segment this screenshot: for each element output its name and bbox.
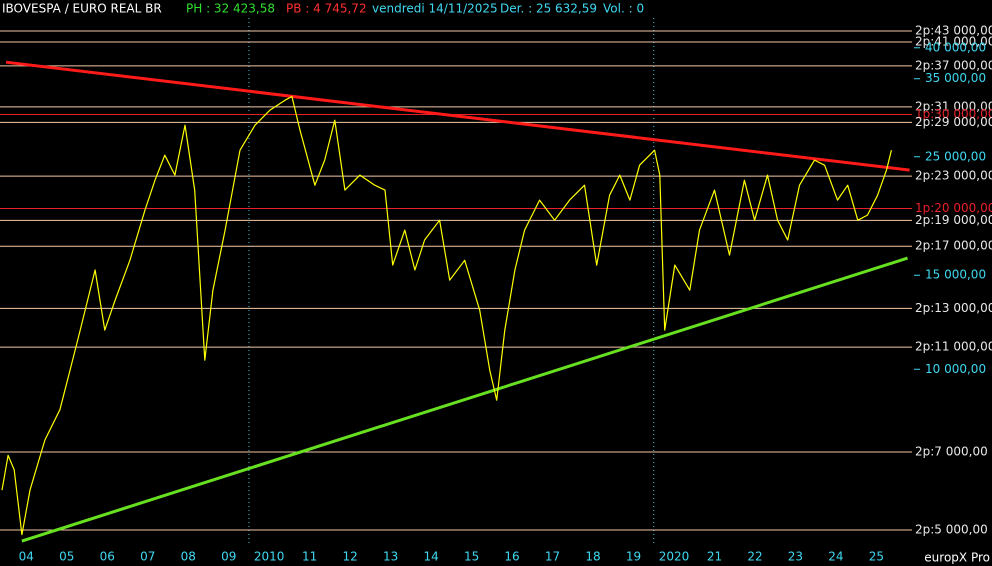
low-value: PB : 4 745,72 <box>286 2 367 16</box>
x-tick-label: 13 <box>383 550 398 564</box>
level-label: 2p:37 000,00 <box>915 58 992 72</box>
trendline <box>5 60 910 172</box>
level-label: 2p:41 000,00 <box>915 35 992 49</box>
high-value: PH : 32 423,58 <box>186 2 275 16</box>
level-label: 1p:20 000,00 <box>915 201 992 215</box>
y-tick-label: 40 000,00 <box>925 40 986 54</box>
x-tick-label: 16 <box>504 550 519 564</box>
chart-title: IBOVESPA / EURO REAL BR <box>2 2 162 16</box>
level-label: 2p:17 000,00 <box>915 239 992 253</box>
x-tick-label: 23 <box>788 550 803 564</box>
x-tick-label: 05 <box>59 550 74 564</box>
level-label: 2p:43 000,00 <box>915 24 992 38</box>
y-tick-label: 35 000,00 <box>925 71 986 85</box>
level-label: 1p:30 000,00 <box>915 107 992 121</box>
x-tick-label: 08 <box>181 550 196 564</box>
level-label: 2p:13 000,00 <box>915 301 992 315</box>
level-label: 2p:5 000,00 <box>915 523 988 537</box>
x-tick-label: 2020 <box>659 550 690 564</box>
last-value: Der. : 25 632,59 <box>500 2 597 16</box>
x-tick-label: 07 <box>140 550 155 564</box>
date: vendredi 14/11/2025 <box>372 2 498 16</box>
x-tick-label: 22 <box>747 550 762 564</box>
x-tick-label: 04 <box>19 550 34 564</box>
x-tick-label: 24 <box>828 550 843 564</box>
x-tick-label: 21 <box>707 550 722 564</box>
y-tick-label: 10 000,00 <box>925 362 986 376</box>
level-label: 2p:29 000,00 <box>915 115 992 129</box>
level-label: 2p:23 000,00 <box>915 169 992 183</box>
x-tick-label: 12 <box>343 550 358 564</box>
x-tick-label: 2010 <box>254 550 285 564</box>
x-tick-label: 11 <box>302 550 317 564</box>
level-label: 2p:7 000,00 <box>915 444 988 458</box>
x-tick-label: 19 <box>626 550 641 564</box>
x-tick-label: 17 <box>545 550 560 564</box>
trendline <box>21 256 909 543</box>
x-tick-label: 06 <box>100 550 115 564</box>
y-tick-label: 15 000,00 <box>925 268 986 282</box>
x-tick-label: 15 <box>464 550 479 564</box>
level-label: 2p:19 000,00 <box>915 213 992 227</box>
price-line <box>1 95 892 536</box>
brand: europX Pro <box>924 551 990 565</box>
x-tick-label: 14 <box>423 550 438 564</box>
x-tick-label: 18 <box>585 550 600 564</box>
volume: Vol. : 0 <box>603 2 644 16</box>
level-label: 2p:11 000,00 <box>915 340 992 354</box>
x-tick-label: 09 <box>221 550 236 564</box>
x-tick-label: 25 <box>869 550 884 564</box>
level-label: 2p:31 000,00 <box>915 99 992 113</box>
y-tick-label: 25 000,00 <box>925 149 986 163</box>
header: IBOVESPA / EURO REAL BR PH : 32 423,58 P… <box>2 2 644 16</box>
